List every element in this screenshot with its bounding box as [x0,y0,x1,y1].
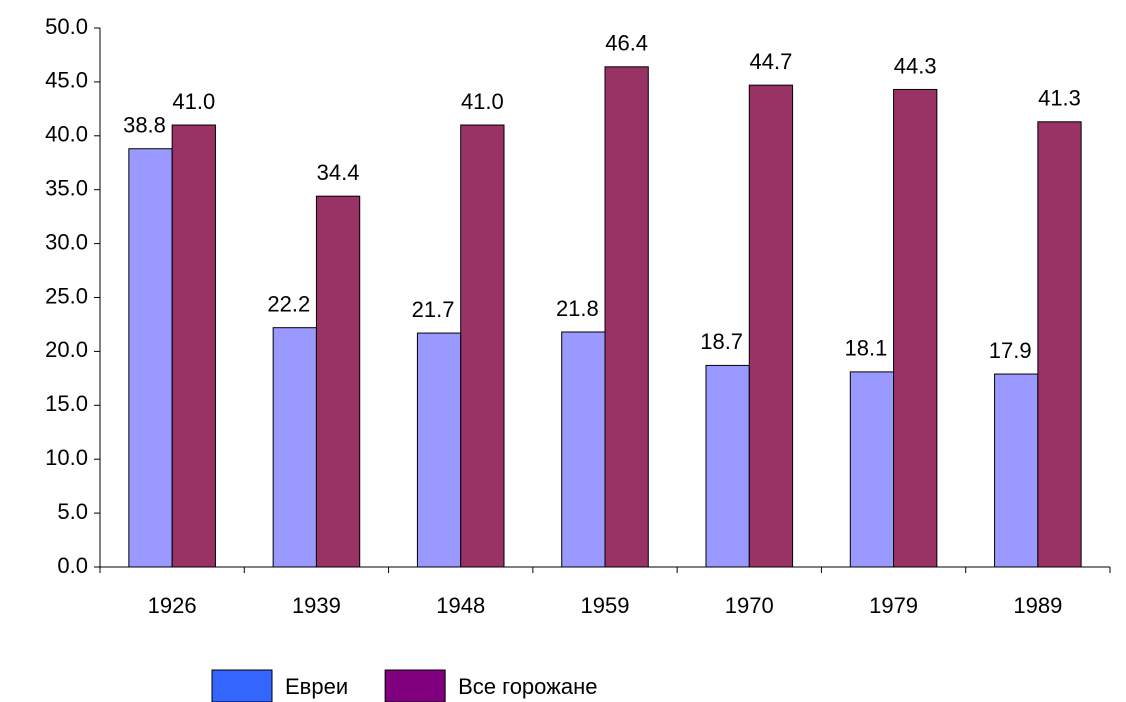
data-label: 21.8 [556,296,599,321]
y-tick-label: 35.0 [45,176,88,201]
bar [893,88,938,568]
data-label: 22.2 [267,291,310,316]
bar [272,327,317,568]
x-tick-label: 1939 [292,593,341,618]
bar [460,124,505,568]
legend-swatch [384,669,446,702]
bar [561,331,606,568]
x-tick-label: 1959 [581,593,630,618]
bar [1037,121,1082,568]
bar [748,84,794,568]
data-label: 38.8 [123,113,166,138]
y-tick-label: 10.0 [45,445,88,470]
y-tick-label: 30.0 [45,229,88,254]
data-label: 18.7 [700,329,743,354]
y-tick-label: 50.0 [45,14,88,39]
data-label: 41.0 [172,89,215,114]
data-label: 44.7 [750,49,793,74]
legend-swatch [211,669,273,702]
data-label: 41.3 [1038,86,1081,111]
data-label: 44.3 [894,53,937,78]
bar [315,195,361,568]
data-label: 46.4 [605,31,648,56]
x-tick-label: 1979 [869,593,918,618]
bar [171,124,216,568]
data-label: 18.1 [845,336,888,361]
data-label: 34.4 [317,160,360,185]
y-tick-label: 0.0 [57,553,88,578]
y-tick-label: 15.0 [45,391,88,416]
data-label: 41.0 [461,89,504,114]
y-tick-label: 40.0 [45,122,88,147]
y-tick-label: 45.0 [45,68,88,93]
x-tick-label: 1926 [148,593,197,618]
bar [705,364,750,568]
y-tick-label: 5.0 [57,499,88,524]
legend-label: Все горожане [458,674,597,699]
bar [416,332,462,568]
x-tick-label: 1948 [436,593,485,618]
y-tick-label: 25.0 [45,283,88,308]
x-tick-label: 1989 [1013,593,1062,618]
data-label: 17.9 [989,338,1032,363]
x-tick-label: 1970 [725,593,774,618]
bar [849,371,895,568]
bar [128,148,173,568]
bar [604,66,649,568]
legend-label: Евреи [285,674,348,699]
bar [994,373,1039,568]
y-tick-label: 20.0 [45,337,88,362]
data-label: 21.7 [412,297,455,322]
